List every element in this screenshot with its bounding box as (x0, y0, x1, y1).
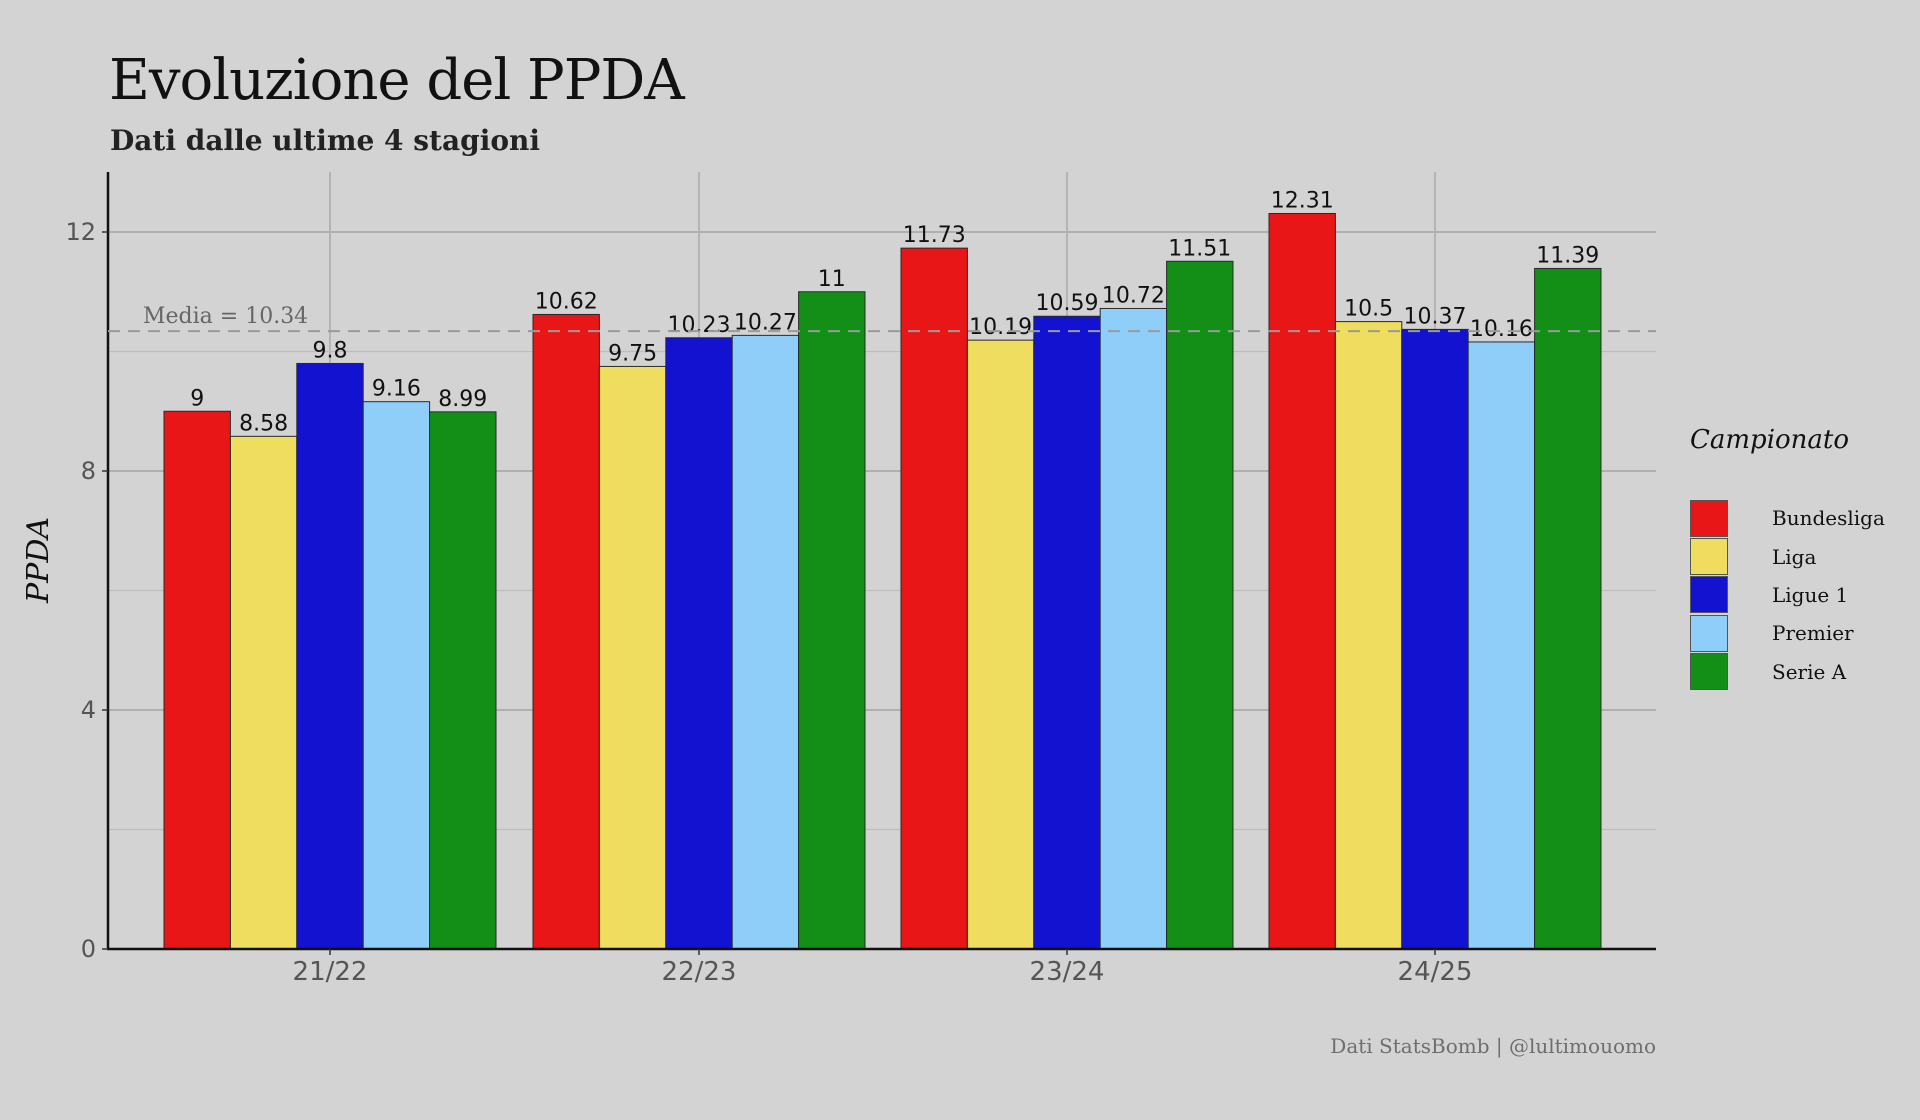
legend: Campionato Bundesliga Liga Ligue 1 Premier S… (1690, 425, 1885, 691)
bar-value-label: 11.39 (1536, 243, 1599, 268)
bar-ligue-1-22-23 (665, 337, 733, 950)
bar-bundesliga-23-24 (900, 247, 968, 950)
legend-label: Serie A (1772, 659, 1847, 684)
bar-bundesliga-22-23 (532, 313, 600, 950)
bar-value-label: 10.16 (1470, 317, 1533, 342)
bar-bundesliga-24-25 (1268, 212, 1336, 950)
chart-title: Evoluzione del PPDA (109, 48, 685, 113)
legend-label: Bundesliga (1772, 506, 1885, 531)
x-tick-label: 21/22 (293, 957, 368, 987)
axes (106, 172, 1656, 951)
bar-value-label: 10.23 (668, 313, 731, 338)
bar-value-label: 9.16 (372, 377, 421, 402)
mean-reference-label: Media = 10.34 (143, 304, 308, 329)
bar-value-label: 11 (818, 267, 846, 292)
bar-value-label: 10.62 (535, 289, 598, 314)
bar-premier-24-25 (1467, 341, 1536, 950)
bar-serie-a-23-24 (1166, 260, 1234, 950)
legend-swatch (1690, 499, 1728, 537)
bar-value-label: 9 (190, 386, 204, 411)
x-tick-label: 22/23 (662, 957, 737, 987)
bar-value-label: 11.51 (1168, 236, 1231, 261)
bar-premier-22-23 (731, 334, 800, 950)
bar-value-label: 10.37 (1404, 304, 1467, 329)
legend-items: Bundesliga Liga Ligue 1 Premier Serie A (1690, 499, 1885, 691)
legend-title: Campionato (1690, 425, 1850, 455)
bar-premier-23-24 (1099, 307, 1168, 950)
bar-value-label: 11.73 (903, 223, 966, 248)
legend-swatch (1690, 653, 1728, 691)
source-caption: Dati StatsBomb | @lultimouomo (1330, 1034, 1656, 1058)
legend-item: Premier (1690, 614, 1885, 652)
legend-label: Premier (1772, 621, 1854, 646)
bar-value-label: 10.5 (1344, 297, 1393, 322)
bar-value-label: 8.58 (239, 411, 288, 436)
legend-swatch (1690, 576, 1728, 614)
legend-item: Bundesliga (1690, 499, 1885, 537)
bar-ligue-1-23-24 (1033, 315, 1101, 950)
bar-liga-24-25 (1334, 321, 1403, 950)
legend-label: Liga (1772, 544, 1817, 569)
x-tick-label: 24/25 (1398, 957, 1473, 987)
bar-value-label: 9.8 (313, 338, 348, 363)
bar-liga-21-22 (229, 435, 298, 950)
bars (163, 212, 1602, 950)
y-tick-label: 8 (81, 457, 96, 485)
legend-item: Serie A (1690, 653, 1885, 691)
legend-item: Ligue 1 (1690, 576, 1885, 614)
bar-premier-21-22 (362, 401, 431, 950)
y-tick-label: 0 (81, 935, 96, 963)
legend-swatch (1690, 614, 1728, 652)
bar-value-label: 10.19 (969, 315, 1032, 340)
bar-ligue-1-24-25 (1401, 328, 1469, 950)
bar-value-label: 10.72 (1102, 283, 1165, 308)
bar-serie-a-24-25 (1534, 267, 1602, 950)
bar-ligue-1-21-22 (296, 362, 364, 950)
bar-serie-a-22-23 (798, 291, 866, 950)
y-tick-label: 4 (81, 696, 96, 724)
bar-value-label: 10.59 (1036, 291, 1099, 316)
y-tick-label: 12 (65, 218, 96, 246)
bar-liga-23-24 (966, 339, 1035, 950)
bar-value-label: 9.75 (608, 341, 657, 366)
labels: 0 4 8 12 9 8.58 9.8 9.16 8.99 21/22 10.62 9.75 10.23… (65, 188, 1656, 987)
bar-value-label: 10.27 (734, 310, 797, 335)
legend-swatch (1690, 538, 1728, 576)
y-axis-title: PPDA (21, 517, 56, 604)
legend-label: Ligue 1 (1772, 582, 1849, 607)
bar-bundesliga-21-22 (163, 410, 231, 950)
chart-subtitle: Dati dalle ultime 4 stagioni (110, 124, 541, 157)
x-tick-label: 23/24 (1030, 957, 1105, 987)
bar-liga-22-23 (598, 365, 667, 950)
bar-serie-a-21-22 (429, 411, 497, 950)
bar-value-label: 8.99 (438, 387, 487, 412)
bar-value-label: 12.31 (1271, 188, 1334, 213)
legend-item: Liga (1690, 537, 1885, 576)
